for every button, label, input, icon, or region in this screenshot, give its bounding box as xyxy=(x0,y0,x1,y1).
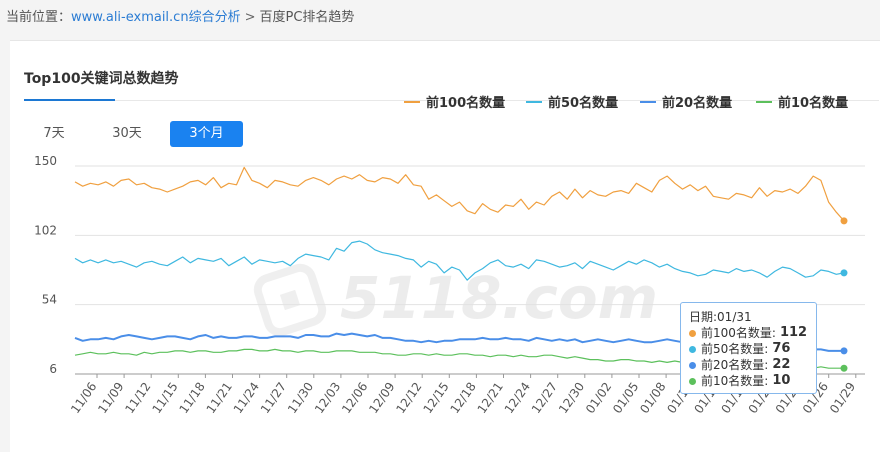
x-tick-label: 12/18 xyxy=(448,380,479,416)
legend-item-top50[interactable]: 前50名数量 xyxy=(526,92,618,111)
legend-item-top10[interactable]: 前10名数量 xyxy=(756,92,848,111)
tooltip-label: 前20名数量: xyxy=(701,358,769,372)
x-tick-label: 12/06 xyxy=(339,380,370,416)
x-tick-label: 12/24 xyxy=(502,380,533,416)
y-tick-label: 6 xyxy=(49,362,57,376)
y-tick-label: 150 xyxy=(34,154,57,168)
range-3m-button[interactable]: 3个月 xyxy=(170,121,243,147)
legend-swatch xyxy=(404,100,420,103)
x-tick-label: 01/02 xyxy=(583,380,614,416)
breadcrumb-current: 百度PC排名趋势 xyxy=(259,10,355,25)
title-underline xyxy=(24,99,115,101)
x-tick-label: 01/05 xyxy=(610,380,641,416)
x-tick-label: 11/15 xyxy=(149,380,180,416)
tooltip-value: 112 xyxy=(779,325,808,340)
x-tick-label: 12/30 xyxy=(556,380,587,416)
tooltip-label: 前100名数量: xyxy=(701,326,776,340)
y-tick-label: 102 xyxy=(34,223,57,237)
card-title: Top100关键词总数趋势 xyxy=(24,71,179,87)
x-tick-label: 11/27 xyxy=(258,380,289,416)
range-7d-button[interactable]: 7天 xyxy=(43,126,65,141)
tooltip-value: 76 xyxy=(772,341,791,356)
tooltip-row-top50: 前50名数量: 76 xyxy=(689,341,808,357)
range-30d-button[interactable]: 30天 xyxy=(112,126,142,141)
watermark: 5118.com xyxy=(253,263,658,337)
x-tick-label: 12/15 xyxy=(420,380,451,416)
tooltip-row-top100: 前100名数量: 112 xyxy=(689,325,808,341)
x-tick-label: 01/29 xyxy=(827,380,858,416)
legend-swatch xyxy=(640,100,656,103)
series-line[interactable] xyxy=(74,166,845,222)
tooltip-value: 22 xyxy=(772,357,791,372)
tooltip-date: 日期:01/31 xyxy=(689,310,752,324)
legend-label: 前10名数量 xyxy=(778,96,849,111)
breadcrumb-prefix: 当前位置： xyxy=(6,10,72,25)
x-tick-label: 11/21 xyxy=(204,380,235,416)
y-axis: 150 102 54 6 xyxy=(34,154,57,376)
x-tick-label: 11/06 xyxy=(68,380,99,416)
breadcrumb: 当前位置：www.ali-exmail.cn综合分析 > 百度PC排名趋势 xyxy=(6,6,354,25)
tooltip-label: 前10名数量: xyxy=(701,374,769,388)
legend-item-top20[interactable]: 前20名数量 xyxy=(640,92,732,111)
tooltip: 日期:01/31 前100名数量: 112 前50名数量: 76 前20名数量: 22… xyxy=(680,302,817,394)
title-divider xyxy=(24,100,879,101)
series-end-point[interactable] xyxy=(840,269,848,277)
legend-swatch xyxy=(756,100,772,103)
x-tick-label: 12/12 xyxy=(393,380,424,416)
tooltip-label: 前50名数量: xyxy=(701,342,769,356)
y-tick-label: 54 xyxy=(42,293,57,307)
x-tick-label: 12/21 xyxy=(475,380,506,416)
legend-label: 前50名数量 xyxy=(548,96,619,111)
legend-item-top100[interactable]: 前100名数量 xyxy=(404,92,505,111)
legend-label: 前100名数量 xyxy=(426,96,506,111)
legend-label: 前20名数量 xyxy=(662,96,733,111)
watermark-text: 5118.com xyxy=(340,264,658,332)
tooltip-row-top10: 前10名数量: 10 xyxy=(689,373,808,389)
series-end-point[interactable] xyxy=(840,364,848,372)
x-tick-label: 11/12 xyxy=(122,380,153,416)
tooltip-row-top20: 前20名数量: 22 xyxy=(689,357,808,373)
x-tick-label: 11/18 xyxy=(177,380,208,416)
x-tick-label: 11/30 xyxy=(285,380,316,416)
series-end-point[interactable] xyxy=(840,217,848,225)
x-tick-label: 11/24 xyxy=(231,380,262,416)
dot-icon xyxy=(689,345,696,353)
x-tick-label: 01/08 xyxy=(637,380,668,416)
x-tick-label: 12/09 xyxy=(366,380,397,416)
breadcrumb-separator: > xyxy=(244,10,256,25)
x-tick-label: 12/03 xyxy=(312,380,343,416)
watermark-logo-icon xyxy=(253,263,327,337)
x-tick-label: 12/27 xyxy=(529,380,560,416)
tooltip-value: 10 xyxy=(772,373,791,388)
dot-icon xyxy=(689,329,696,337)
breadcrumb-link[interactable]: www.ali-exmail.cn综合分析 xyxy=(71,10,241,25)
end-points xyxy=(840,217,848,372)
x-tick-label: 11/09 xyxy=(95,380,126,416)
dot-icon xyxy=(689,377,696,385)
dot-icon xyxy=(689,361,696,369)
series-end-point[interactable] xyxy=(840,347,848,355)
legend-swatch xyxy=(526,100,542,103)
series-line[interactable] xyxy=(74,240,845,281)
